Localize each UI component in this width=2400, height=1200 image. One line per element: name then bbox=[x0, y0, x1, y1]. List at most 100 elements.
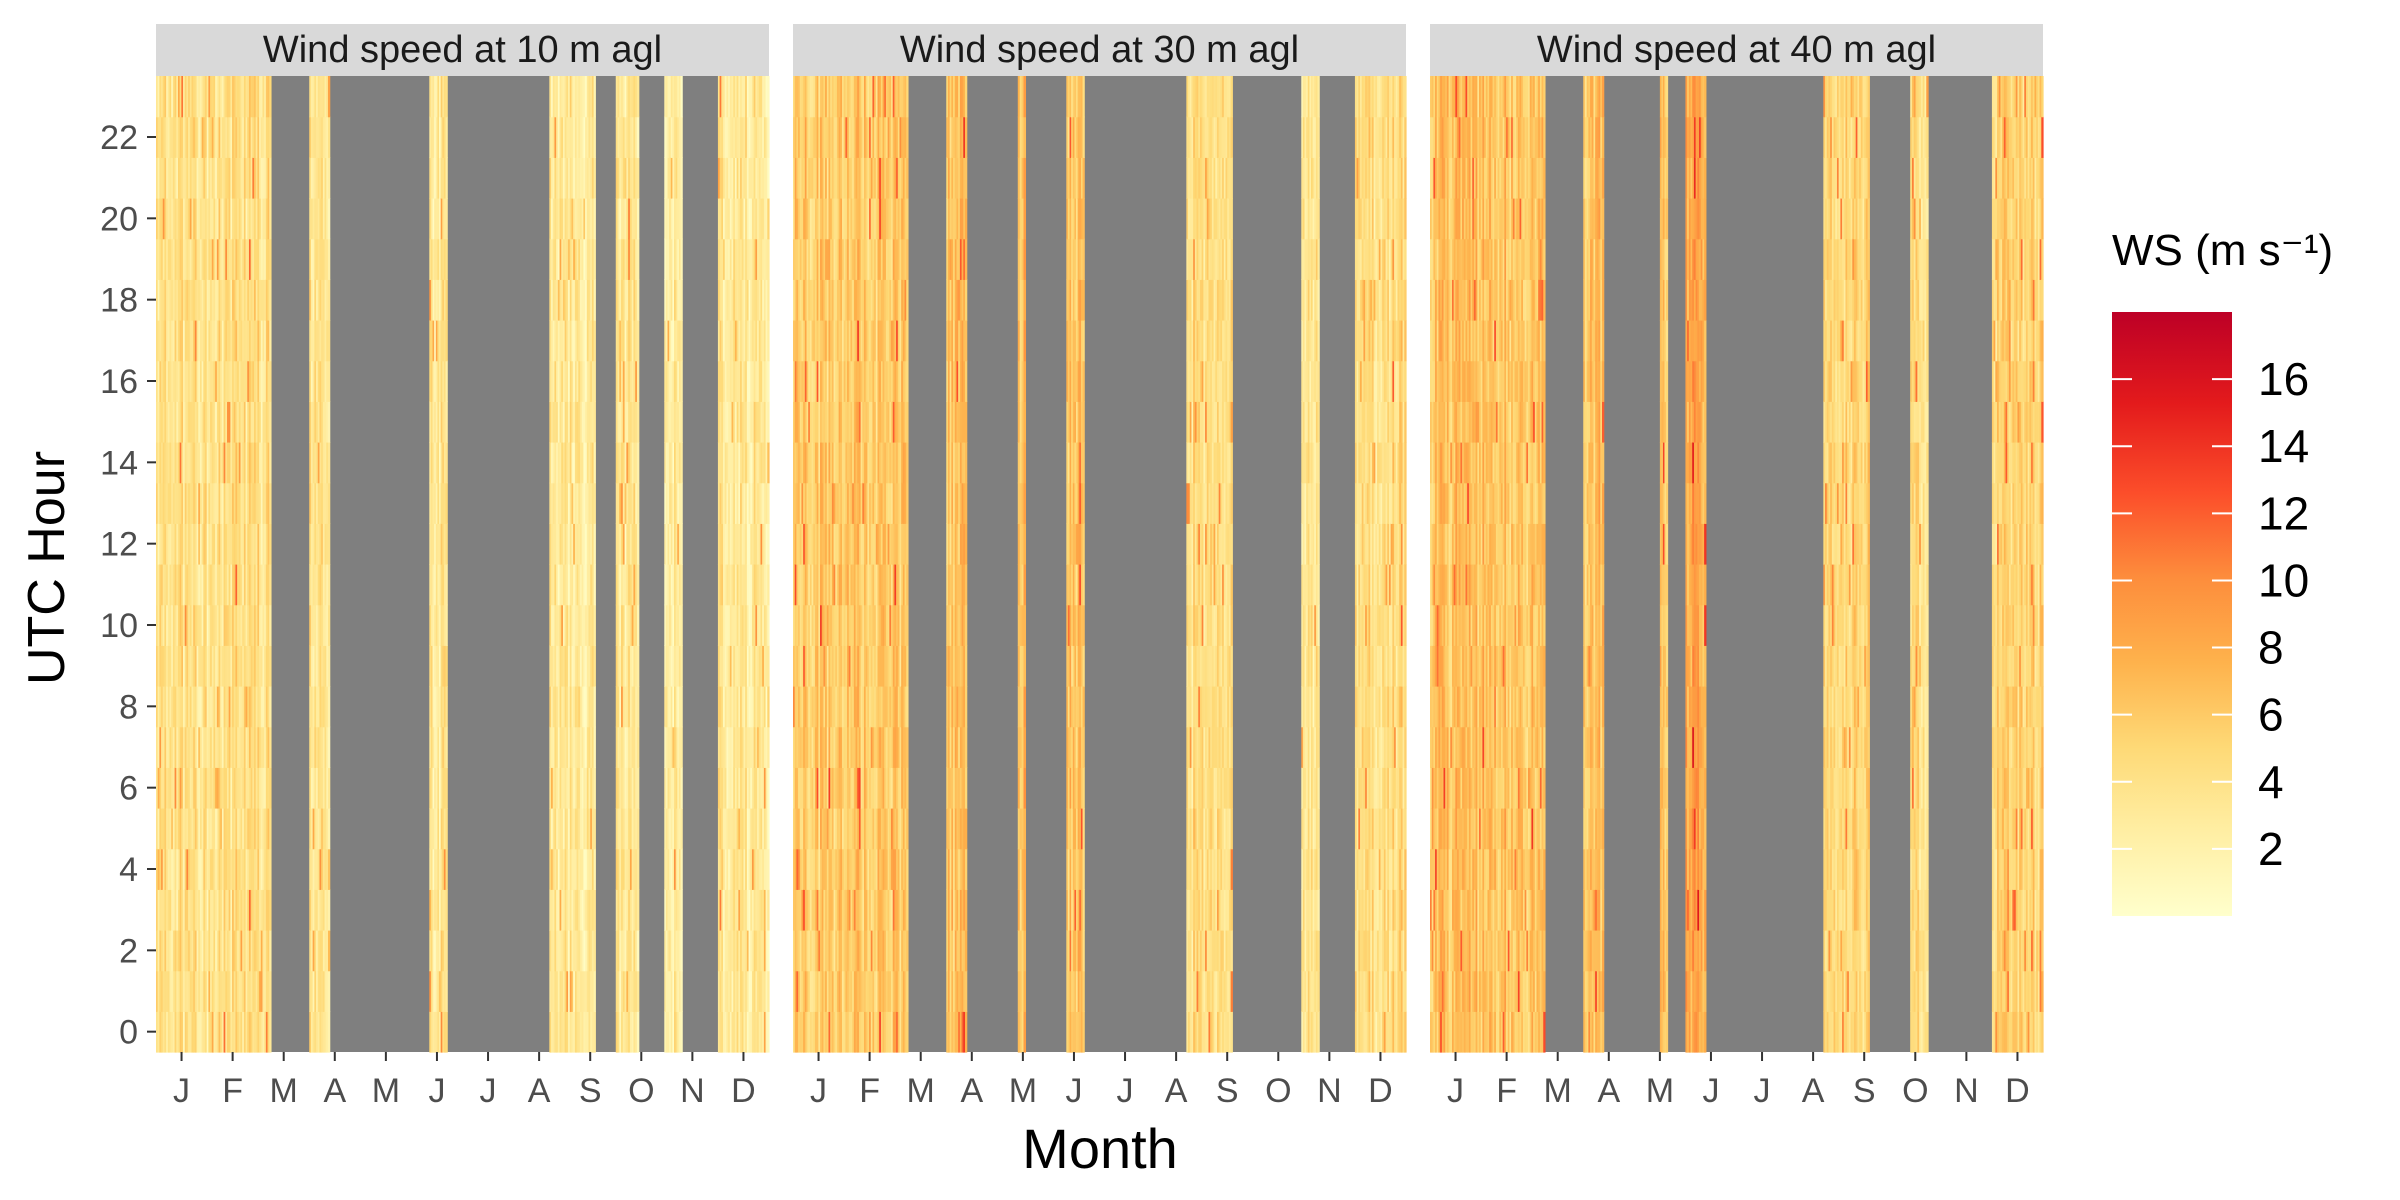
heatmap-cell bbox=[561, 686, 564, 728]
heatmap-cell bbox=[794, 320, 797, 362]
heatmap-cell bbox=[664, 848, 667, 890]
heatmap-cell bbox=[250, 808, 253, 850]
heatmap-cell bbox=[564, 116, 567, 158]
heatmap-cell bbox=[621, 116, 624, 158]
heatmap-cell bbox=[803, 523, 806, 565]
heatmap-cell bbox=[245, 116, 248, 158]
heatmap-cell bbox=[183, 116, 186, 158]
heatmap-cell bbox=[624, 970, 627, 1012]
heatmap-cell bbox=[743, 645, 746, 687]
heatmap-cell bbox=[237, 686, 240, 728]
heatmap-cell bbox=[723, 360, 726, 402]
heatmap-cell bbox=[669, 686, 672, 728]
heatmap-cell bbox=[569, 360, 573, 402]
heatmap-cell bbox=[179, 645, 182, 687]
heatmap-cell bbox=[169, 1011, 172, 1053]
heatmap-cell bbox=[194, 889, 198, 931]
heatmap-cell bbox=[215, 116, 218, 158]
heatmap-cell bbox=[626, 442, 629, 484]
heatmap-cell bbox=[808, 808, 811, 850]
heatmap-cell bbox=[750, 76, 753, 118]
heatmap-cell bbox=[665, 198, 669, 240]
heatmap-cell bbox=[205, 442, 208, 484]
heatmap-cell bbox=[633, 970, 636, 1012]
heatmap-cell bbox=[726, 604, 729, 646]
heatmap-cell bbox=[216, 198, 220, 240]
heatmap-cell bbox=[429, 198, 432, 240]
heatmap-cell bbox=[211, 564, 215, 606]
heatmap-cell bbox=[189, 1011, 193, 1053]
heatmap-cell bbox=[201, 76, 204, 118]
heatmap-cell bbox=[796, 686, 799, 728]
heatmap-cell bbox=[171, 482, 174, 524]
heatmap-cell bbox=[240, 157, 243, 199]
heatmap-cell bbox=[578, 767, 581, 809]
heatmap-cell bbox=[179, 564, 182, 606]
heatmap-cell bbox=[554, 970, 557, 1012]
heatmap-cell bbox=[561, 889, 564, 931]
heatmap-cell bbox=[568, 482, 571, 524]
heatmap-cell bbox=[740, 889, 743, 931]
heatmap-cell bbox=[552, 279, 556, 321]
heatmap-cell bbox=[571, 726, 574, 768]
heatmap-cell bbox=[327, 320, 331, 362]
heatmap-cell bbox=[762, 686, 765, 728]
heatmap-cell bbox=[267, 238, 270, 280]
heatmap-cell bbox=[226, 889, 230, 931]
heatmap-cell bbox=[569, 116, 573, 158]
heatmap-cell bbox=[579, 401, 583, 443]
heatmap-cell bbox=[635, 1011, 638, 1053]
heatmap-cell bbox=[179, 482, 182, 524]
heatmap-cell bbox=[230, 401, 233, 443]
heatmap-cell bbox=[432, 889, 435, 931]
heatmap-cell bbox=[635, 930, 638, 972]
heatmap-cell bbox=[443, 482, 447, 524]
heatmap-cell bbox=[319, 767, 322, 809]
heatmap-cell bbox=[578, 848, 581, 890]
heatmap-cell bbox=[199, 238, 203, 280]
heatmap-cell bbox=[559, 726, 562, 768]
heatmap-cell bbox=[726, 360, 729, 402]
heatmap-cell bbox=[803, 889, 806, 931]
heatmap-cell bbox=[736, 645, 739, 687]
heatmap-cell bbox=[573, 523, 576, 565]
heatmap-cell bbox=[750, 808, 753, 850]
heatmap-cell bbox=[310, 320, 314, 362]
heatmap-cell bbox=[636, 482, 640, 524]
heatmap-cell bbox=[581, 767, 584, 809]
heatmap-cell bbox=[629, 198, 633, 240]
heatmap-cell bbox=[188, 482, 191, 524]
heatmap-cell bbox=[667, 238, 670, 280]
heatmap-cell bbox=[615, 726, 619, 768]
heatmap-cell bbox=[590, 686, 593, 728]
heatmap-cell bbox=[260, 238, 264, 280]
heatmap-cell bbox=[319, 442, 322, 484]
heatmap-cell bbox=[809, 442, 813, 484]
heatmap-cell bbox=[556, 523, 559, 565]
heatmap-cells bbox=[156, 76, 770, 1053]
heatmap-cell bbox=[581, 808, 584, 850]
heatmap-cell bbox=[177, 76, 181, 118]
heatmap-cell bbox=[262, 116, 265, 158]
heatmap-cell bbox=[430, 360, 434, 402]
heatmap-cell bbox=[218, 198, 221, 240]
heatmap-cell bbox=[440, 442, 443, 484]
heatmap-cell bbox=[551, 238, 554, 280]
heatmap-cell bbox=[552, 930, 556, 972]
heatmap-cell bbox=[208, 482, 211, 524]
heatmap-cell bbox=[326, 279, 329, 321]
heatmap-cell bbox=[167, 76, 171, 118]
heatmap-cell bbox=[259, 198, 262, 240]
heatmap-cell bbox=[670, 767, 674, 809]
heatmap-cell bbox=[216, 808, 220, 850]
heatmap-cell bbox=[319, 1011, 322, 1053]
heatmap-cell bbox=[804, 889, 808, 931]
heatmap-cell bbox=[221, 889, 225, 931]
heatmap-cell bbox=[317, 808, 321, 850]
heatmap-cell bbox=[169, 930, 172, 972]
heatmap-cell bbox=[430, 686, 434, 728]
heatmap-cell bbox=[240, 238, 243, 280]
heatmap-cell bbox=[801, 442, 804, 484]
heatmap-cell bbox=[622, 279, 626, 321]
heatmap-cell bbox=[312, 564, 315, 606]
